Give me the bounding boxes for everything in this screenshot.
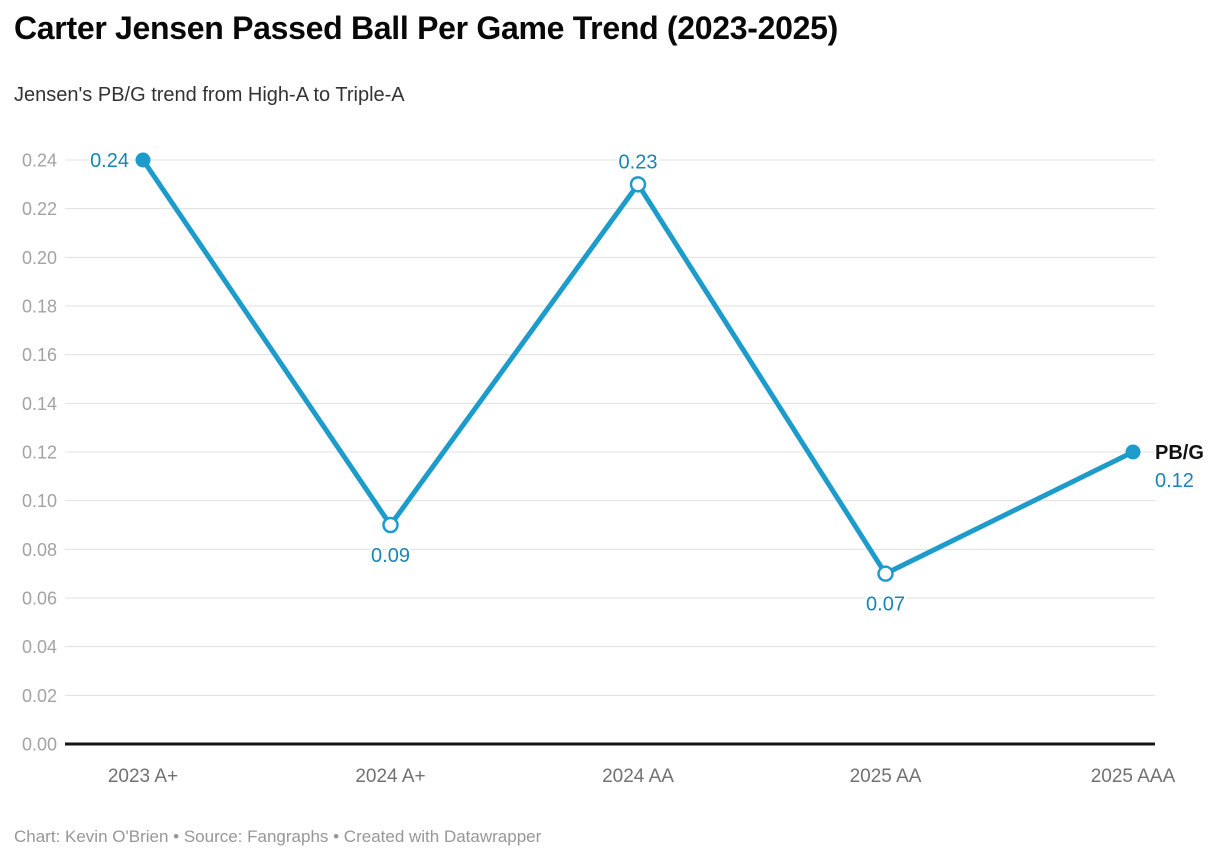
y-axis-tick-label: 0.08 (22, 540, 57, 560)
line-chart-svg: 0.00 0.02 0.04 0.06 0.08 0.10 0.12 0.14 0.16 0.18… (22, 148, 1204, 788)
value-label: 0.23 (619, 151, 658, 173)
x-axis-tick-label: 2025 AAA (1091, 766, 1176, 787)
trend-line (140, 158, 1135, 577)
y-axis-tick-label: 0.22 (22, 199, 57, 219)
y-axis-tick-label: 0.12 (22, 443, 57, 463)
y-axis-tick-label: 0.06 (22, 589, 57, 609)
y-axis-tick-label: 0.20 (22, 248, 57, 268)
x-axis-tick-label: 2024 AA (602, 766, 674, 787)
y-axis-tick-label: 0.24 (22, 151, 57, 171)
value-label: 0.12 (1155, 470, 1194, 492)
chart-subtitle: Jensen's PB/G trend from High-A to Tripl… (14, 84, 405, 106)
chart-title: Carter Jensen Passed Ball Per Game Trend… (14, 10, 838, 46)
line-chart-plot-area: 0.00 0.02 0.04 0.06 0.08 0.10 0.12 0.14 0.16 0.18… (0, 130, 1220, 810)
value-label: 0.09 (371, 545, 410, 567)
data-point-marker (629, 176, 647, 193)
data-point-marker (382, 516, 399, 534)
x-axis-tick-label: 2025 AA (850, 766, 922, 787)
data-point-marker (1125, 444, 1141, 460)
y-axis-tick-label: 0.10 (22, 491, 57, 511)
y-axis-tick-label: 0.14 (22, 394, 57, 414)
y-axis-tick-label: 0.02 (22, 686, 57, 706)
value-label: 0.07 (866, 594, 905, 616)
x-axis-tick-label: 2024 A+ (355, 766, 425, 787)
y-axis-tick-label: 0.18 (22, 297, 57, 317)
value-label: 0.24 (90, 150, 129, 172)
y-axis-tick-label: 0.00 (22, 735, 57, 755)
chart-attribution: Chart: Kevin O'Brien • Source: Fangraphs… (14, 827, 542, 846)
y-axis-tick-label: 0.16 (22, 345, 57, 365)
data-point-marker (877, 565, 894, 582)
data-point-marker (135, 152, 151, 168)
x-axis-tick-label: 2023 A+ (108, 766, 178, 787)
series-label: PB/G (1155, 442, 1204, 464)
y-axis-tick-label: 0.04 (22, 637, 57, 657)
